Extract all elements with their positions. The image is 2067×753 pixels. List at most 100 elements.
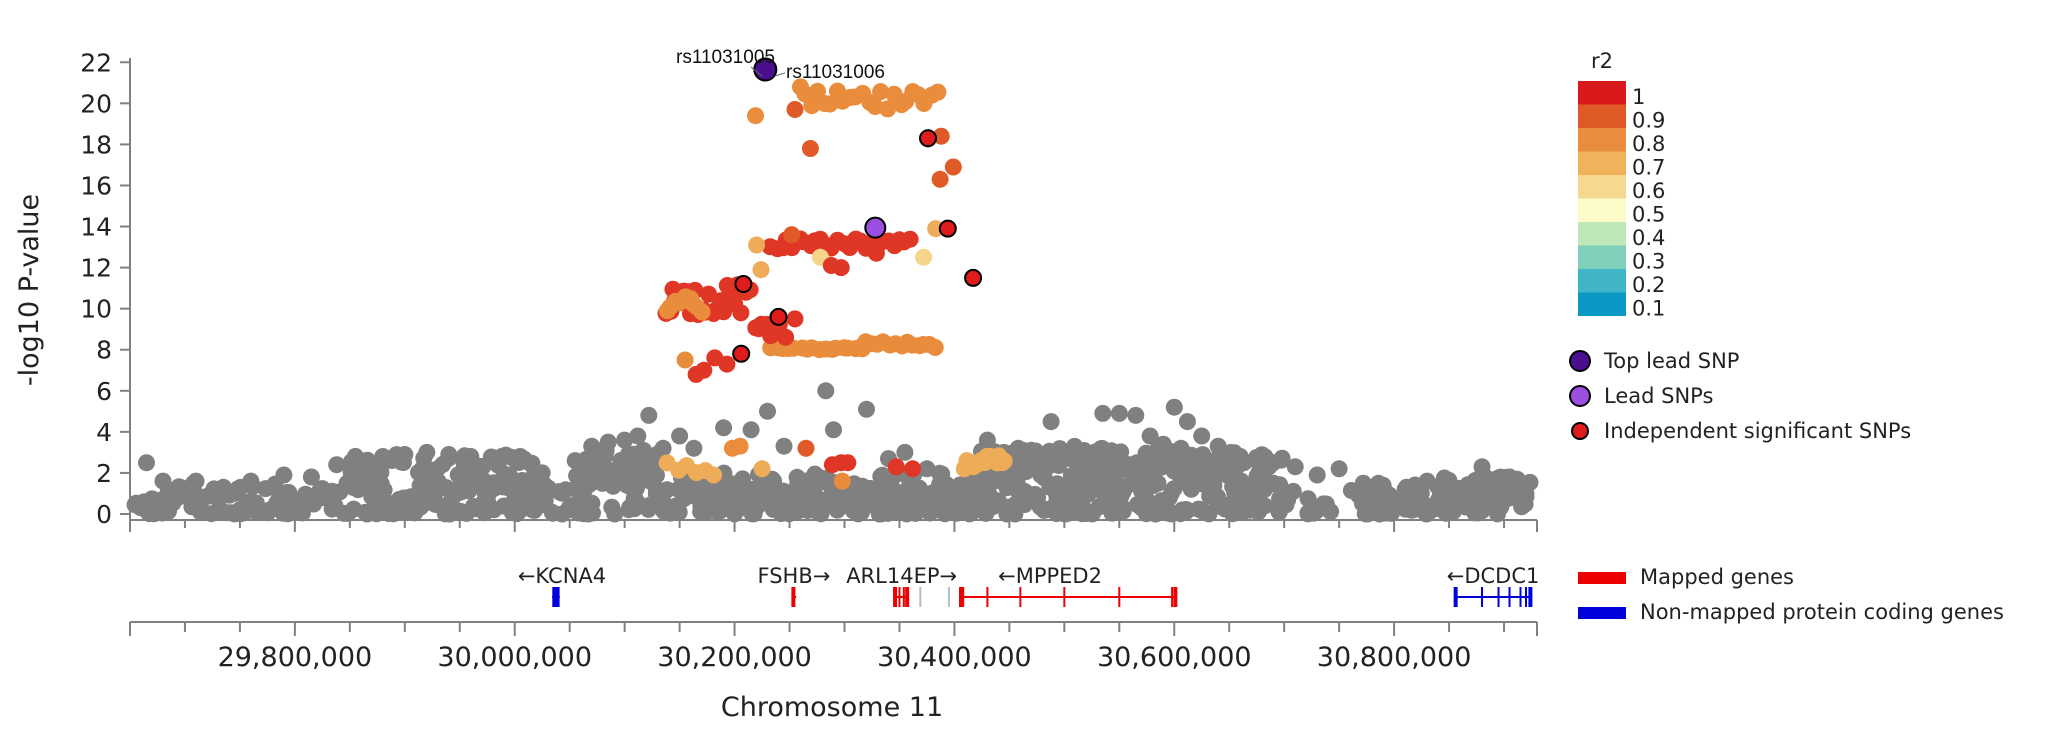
snp-point-gray [1209,437,1227,455]
gene-exon [552,587,557,607]
x-tick-label: 30,000,000 [437,642,592,673]
r2-swatch [1578,128,1626,152]
snp-point-gray [274,504,292,522]
snp-point-gray [670,503,688,521]
snp-point-gray [429,480,447,498]
snp-point-gray [1178,413,1196,431]
snp-point-gray [1374,476,1392,494]
snp-point-gray [583,437,601,455]
snp-point-gray [1253,477,1271,495]
snp-point-gray [1128,454,1146,472]
legend-top-lead-marker [1569,350,1591,372]
snp-point-gray [817,382,835,400]
snp-point-gray [1457,478,1475,496]
legend-mapped-label: Mapped genes [1640,565,1794,589]
snp-point-gray [742,421,760,439]
snp-point-gray [1102,442,1120,460]
legend-nonmapped-label: Non-mapped protein coding genes [1640,600,2004,624]
snp-point-ld [718,355,736,373]
snp-point-ld [732,304,750,322]
snp-point-gray [846,492,864,510]
snp-point-ld [695,361,713,379]
snp-point-gray [1080,504,1098,522]
r2-colorscale: 10.90.80.70.60.50.40.30.20.1 [1578,81,1665,321]
snp-point-gray [825,421,842,439]
snp-point-gray [807,468,825,486]
snp-point-gray [647,480,665,498]
legend-mapped-swatch [1578,572,1626,584]
r2-swatch [1578,151,1626,175]
snp-point-gray [338,474,356,492]
legend-independent-label: Independent significant SNPs [1604,419,1911,443]
snp-point-ld [872,83,890,101]
snp-point-gray [1194,446,1212,464]
snp-point-ld [731,437,749,455]
gene-exon [555,587,560,607]
snp-point-gray [464,498,482,515]
snp-point-gray [1232,472,1250,490]
snp-point-gray [409,499,426,517]
r2-level-label: 0.9 [1632,109,1665,133]
snp-point-gray [864,496,882,514]
snp-point-gray [218,504,236,522]
independent-significant-snp [734,275,753,293]
x-tick-label: 30,800,000 [1317,642,1472,673]
y-tick-label: 12 [80,254,112,283]
gene-exon [1173,587,1178,607]
snp-point-ld [887,458,905,476]
snp-point-gray [145,505,163,523]
r2-level-label: 0.7 [1632,156,1665,180]
snp-point-gray [1501,468,1518,486]
r2-level-label: 0.3 [1632,250,1665,274]
snp-point-gray [1124,468,1142,486]
gene-exon [1481,587,1484,607]
r2-level-label: 0.6 [1632,179,1665,203]
snp-points-layer [126,57,1539,523]
r2-legend-title: r2 [1591,49,1613,73]
y-tick-label: 18 [80,130,112,159]
gene-exon [1453,587,1458,607]
snp-point-gray [725,475,743,493]
snp-point-gray [978,431,996,449]
snp-point-gray [1308,466,1326,484]
snp-point-gray [260,501,278,519]
snp-point-gray [639,500,657,518]
snp-point-gray [1006,505,1024,523]
snp-point-gray [170,478,188,496]
r2-swatch [1578,198,1626,222]
r2-swatch [1578,222,1626,246]
x-axis-label: Chromosome 11 [721,692,943,723]
snp-point-gray [302,468,320,486]
gene-exon [1171,587,1174,607]
snp-point-ld [783,226,801,244]
snp-point-gray [778,493,796,511]
snp-point-ld [839,454,857,472]
snp-point-ld [747,107,764,125]
snp-point-gray [1231,448,1249,465]
snp-point-gray [715,419,733,437]
snp-point-gray [670,480,687,498]
snp-point-gray [1193,427,1211,445]
snp-point-gray [1055,448,1073,465]
independent-significant-snp [919,129,937,148]
snp-point-gray [153,491,170,509]
snp-point-gray [1396,480,1414,498]
x-tick-label: 30,400,000 [877,642,1032,673]
snp-point-gray [462,448,480,465]
snp-point-gray [1165,398,1183,416]
snp-point-gray [775,437,793,455]
x-tick-label: 30,200,000 [657,642,812,673]
r2-level-label: 0.5 [1632,203,1665,227]
gene-exon [791,587,796,607]
r2-level-label: 0.1 [1632,297,1665,321]
snp-point-gray [390,490,408,508]
snp-point-gray [1286,458,1304,476]
gene-exon [1508,587,1511,607]
y-tick-label: 6 [96,377,112,406]
snp-point-gray [374,448,392,465]
snp-point-gray [1418,472,1436,490]
y-axis-label: -log10 P-value [14,194,45,386]
snp-point-gray [428,460,446,478]
snp-point-ld [809,82,826,100]
r2-swatch [1578,245,1626,269]
